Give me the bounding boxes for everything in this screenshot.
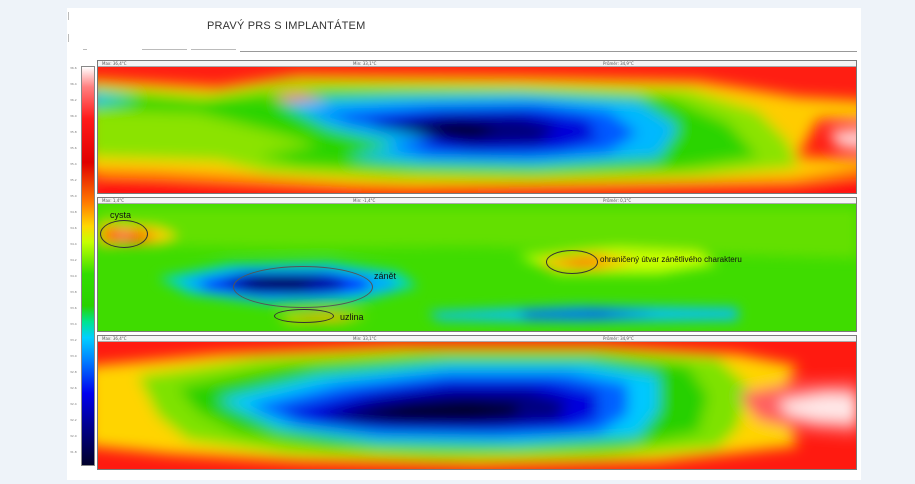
scale-tick-label: 34.8	[70, 210, 77, 214]
scale-tick-label: 36.2	[70, 98, 77, 102]
scale-tick-label: 32.4	[70, 402, 77, 406]
scale-tick-label: 34.4	[70, 242, 77, 246]
scale-tick-label: 33.6	[70, 306, 77, 310]
scale-tick-label: 33.0	[70, 354, 77, 358]
color-scale-labels: 36.6 36.4 36.2 36.0 35.8 35.6 35.4 35.2 35.0 34.8…	[70, 66, 80, 466]
panel-header-left: Max: 36,4°C	[102, 61, 127, 66]
lymph-node-marker	[274, 309, 334, 323]
ruler-line	[142, 49, 187, 50]
cyst-label: cysta	[110, 210, 132, 220]
scale-tick-label: 32.0	[70, 434, 77, 438]
color-scale-bar	[81, 66, 95, 466]
scale-tick-label: 35.4	[70, 162, 77, 166]
ruler-tick	[68, 34, 69, 42]
panel-header-left: Max: 1,4°C	[102, 198, 125, 203]
thermal-map-middle	[98, 198, 856, 331]
panel-header-mid: Min: -1,4°C	[353, 198, 376, 203]
scale-tick-label: 36.4	[70, 82, 77, 86]
panel-header-mid: Min: 33,1°C	[353, 61, 377, 66]
panel-header: Max: 1,4°C Min: -1,4°C Průměr: 0,1°C	[98, 198, 856, 204]
scale-tick-label: 35.0	[70, 194, 77, 198]
lymph-node-label: uzlina	[340, 312, 364, 322]
thermal-map-top	[98, 61, 856, 193]
scale-tick-label: 36.6	[70, 66, 77, 70]
inflammation-label: zánět	[374, 271, 397, 281]
scale-tick-label: 33.2	[70, 338, 77, 342]
panel-header: Max: 36,4°C Min: 33,1°C Průměr: 34,9°C	[98, 336, 856, 342]
scale-tick-label: 32.2	[70, 418, 77, 422]
scale-tick-label: 35.2	[70, 178, 77, 182]
report-page: PRAVÝ PRS S IMPLANTÁTEM 36.6 36.4 36.2 36.0…	[67, 8, 861, 480]
scale-tick-label: 34.6	[70, 226, 77, 230]
scale-tick-label: 34.0	[70, 274, 77, 278]
scale-tick-label: 35.6	[70, 146, 77, 150]
thermal-panel-bottom: Max: 36,4°C Min: 33,1°C Průměr: 34,9°C	[97, 335, 857, 470]
panel-header-right: Průměr: 34,9°C	[603, 61, 634, 66]
lesion-marker	[546, 250, 598, 274]
panel-header-right: Průměr: 34,9°C	[603, 336, 634, 341]
ruler-tick	[68, 12, 69, 20]
thermal-panel-middle: Max: 1,4°C Min: -1,4°C Průměr: 0,1°C cys…	[97, 197, 857, 332]
panel-header-mid: Min: 33,1°C	[353, 336, 377, 341]
ruler-line	[240, 51, 857, 52]
scale-tick-label: 33.8	[70, 290, 77, 294]
panel-header-right: Průměr: 0,1°C	[603, 198, 632, 203]
panel-header: Max: 36,4°C Min: 33,1°C Průměr: 34,9°C	[98, 61, 856, 67]
scale-tick-label: 32.8	[70, 370, 77, 374]
cyst-marker	[100, 220, 148, 248]
inflammation-marker	[233, 266, 373, 308]
scale-tick-label: 36.0	[70, 114, 77, 118]
scale-tick-label: 35.8	[70, 130, 77, 134]
panel-header-left: Max: 36,4°C	[102, 336, 127, 341]
page-title: PRAVÝ PRS S IMPLANTÁTEM	[207, 20, 366, 32]
scale-tick-label: 32.6	[70, 386, 77, 390]
scale-tick-label: 34.2	[70, 258, 77, 262]
scale-tick-label: 31.8	[70, 450, 77, 454]
lesion-label: ohraničený útvar zánětlivého charakteru	[600, 255, 742, 264]
ruler-line	[191, 49, 236, 50]
ruler-line	[83, 49, 87, 50]
scale-tick-label: 33.4	[70, 322, 77, 326]
thermal-map-bottom	[98, 336, 856, 469]
thermal-panel-top: Max: 36,4°C Min: 33,1°C Průměr: 34,9°C	[97, 60, 857, 194]
